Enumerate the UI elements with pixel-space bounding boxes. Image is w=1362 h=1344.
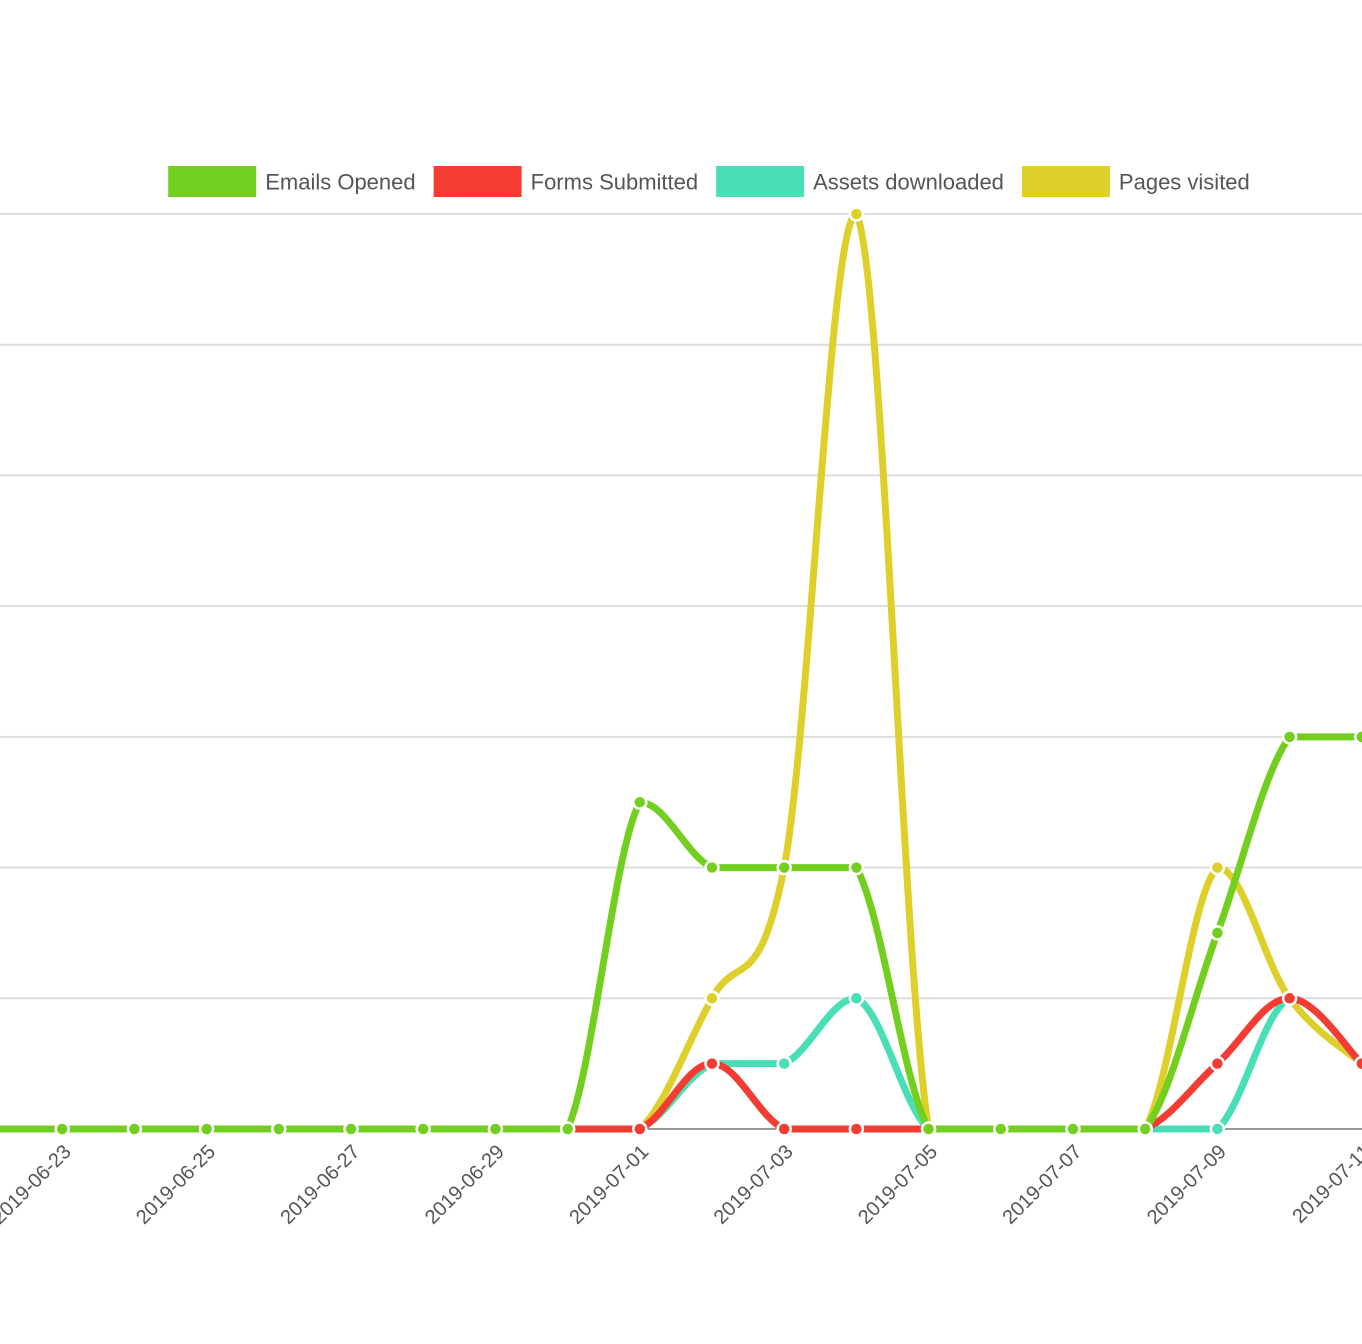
data-point[interactable] [198,1121,215,1137]
data-point[interactable] [415,1121,431,1137]
x-tick-label: 2019-07-01 [565,1141,653,1229]
legend-label: Emails Opened [265,170,415,195]
x-tick-label: 2019-06-29 [421,1141,509,1229]
data-point[interactable] [1209,925,1226,941]
data-point[interactable] [993,1121,1009,1137]
x-axis: 2019-06-23 2019-06-25 2019-06-27 2019-06-29… [0,1141,1362,1229]
legend: Emails Opened Forms Submitted Assets downl… [168,166,1250,197]
series-emails-opened [0,729,1362,1137]
x-tick-label: 2019-07-05 [854,1141,942,1229]
data-point[interactable] [1209,1055,1226,1072]
data-point[interactable] [1209,859,1226,876]
data-point[interactable] [776,859,792,876]
data-point[interactable] [126,1121,143,1137]
data-point[interactable] [271,1121,287,1137]
data-point[interactable] [632,794,648,810]
legend-item[interactable]: Emails Opened [168,166,416,197]
legend-item[interactable]: Assets downloaded [716,166,1004,197]
data-point[interactable] [1354,1055,1362,1072]
x-tick-label: 2019-07-11 [1288,1141,1362,1228]
data-point[interactable] [343,1121,359,1137]
data-point[interactable] [704,990,720,1007]
x-tick-label: 2019-07-09 [1143,1141,1231,1229]
x-tick-label: 2019-06-23 [0,1141,76,1229]
data-point[interactable] [848,859,865,876]
series-group [0,206,1362,1137]
data-point[interactable] [704,859,720,876]
data-point[interactable] [1354,729,1362,745]
data-point[interactable] [1065,1121,1081,1137]
data-point[interactable] [848,1121,865,1137]
data-point[interactable] [920,1121,937,1137]
data-point[interactable] [559,1121,576,1137]
legend-swatch [433,166,522,197]
data-point[interactable] [848,206,865,222]
data-point[interactable] [487,1121,504,1137]
legend-item[interactable]: Pages visited [1021,166,1250,197]
data-point[interactable] [1137,1121,1153,1137]
x-tick-label: 2019-06-27 [277,1141,365,1229]
legend-label: Assets downloaded [813,170,1004,195]
data-point[interactable] [1281,990,1298,1007]
legend-item[interactable]: Forms Submitted [433,166,699,197]
data-point[interactable] [848,990,865,1007]
x-tick-label: 2019-07-03 [710,1141,798,1229]
data-point[interactable] [776,1121,792,1137]
data-point[interactable] [1209,1121,1226,1137]
legend-label: Pages visited [1119,170,1250,195]
data-point[interactable] [704,1055,720,1072]
series-pages-visited [0,206,1362,1137]
data-point[interactable] [632,1121,648,1137]
grid [0,213,1362,1130]
series-line [0,210,1362,1133]
x-tick-label: 2019-07-07 [999,1141,1087,1229]
legend-swatch [168,166,257,197]
data-point[interactable] [54,1121,70,1137]
legend-swatch [1021,166,1110,197]
series-line [0,733,1362,1133]
legend-swatch [716,166,805,197]
data-point[interactable] [776,1055,792,1072]
data-point[interactable] [1281,729,1298,745]
x-tick-label: 2019-06-25 [132,1141,220,1229]
legend-label: Forms Submitted [531,170,699,195]
